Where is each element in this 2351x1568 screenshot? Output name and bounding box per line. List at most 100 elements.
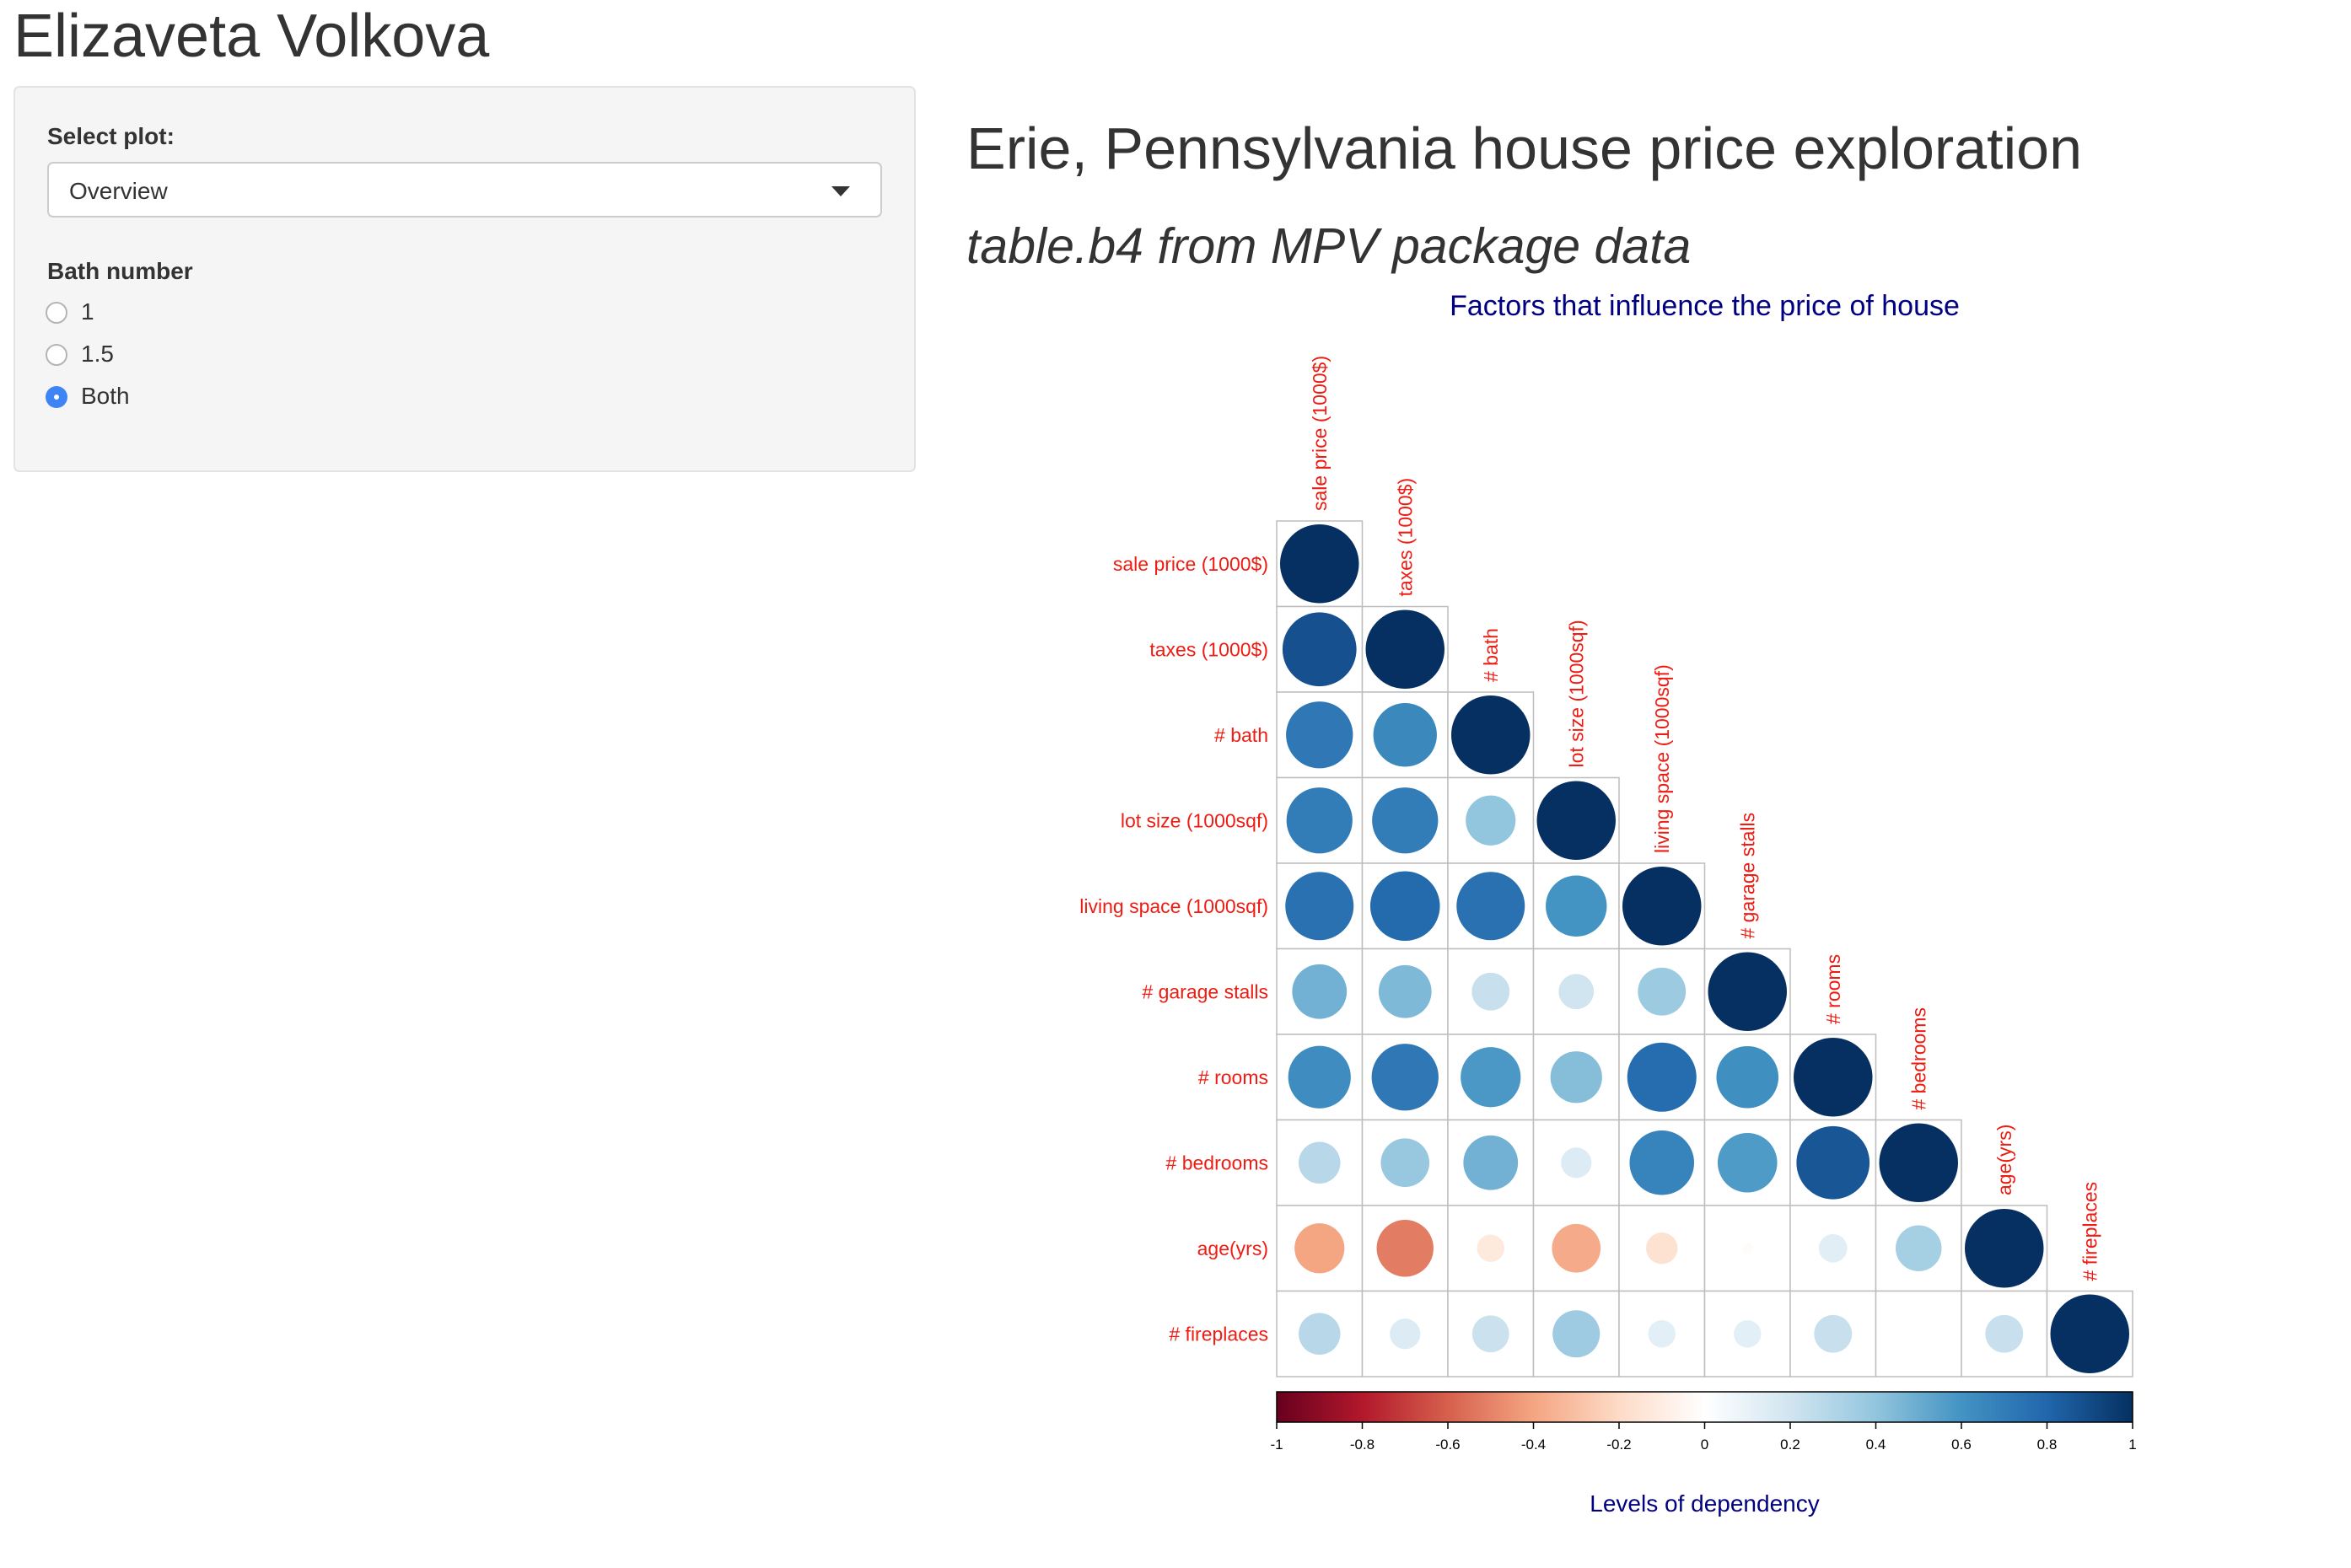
radio-label: Both xyxy=(81,383,130,409)
correlation-circle xyxy=(1471,972,1510,1011)
colorbar-tick-label: -0.8 xyxy=(1350,1436,1375,1453)
colorbar-tick-label: 0.8 xyxy=(2037,1436,2058,1453)
correlation-circle xyxy=(1814,1314,1853,1353)
chevron-down-icon xyxy=(831,186,850,196)
colorbar-tick-label: -1 xyxy=(1270,1436,1283,1453)
correlation-circle xyxy=(1638,967,1687,1016)
column-label: sale price (1000$) xyxy=(1309,356,1331,511)
row-label: living space (1000sqf) xyxy=(1079,895,1268,917)
colorbar-title: Levels of dependency xyxy=(1590,1490,1819,1517)
bath-number-label: Bath number xyxy=(47,258,193,284)
correlation-circle xyxy=(1648,1320,1676,1348)
correlation-circle xyxy=(1558,974,1595,1010)
row-label: # rooms xyxy=(1198,1066,1268,1088)
colorbar-tick-label: -0.2 xyxy=(1606,1436,1631,1453)
chart-title: Factors that influence the price of hous… xyxy=(1450,290,1960,322)
correlation-circle xyxy=(2050,1294,2129,1373)
column-label: taxes (1000$) xyxy=(1394,478,1416,597)
correlation-circle xyxy=(1282,612,1357,687)
column-label: # fireplaces xyxy=(2079,1182,2101,1281)
correlation-circle xyxy=(1552,1310,1601,1358)
column-label: age(yrs) xyxy=(1993,1125,2015,1195)
correlation-circle xyxy=(1627,1042,1697,1112)
plot-select[interactable]: Overview xyxy=(47,162,882,217)
matrix-cell xyxy=(1875,1290,1962,1377)
correlation-circle xyxy=(1471,1315,1509,1353)
row-label: # garage stalls xyxy=(1142,980,1268,1002)
correlation-circle xyxy=(1717,1132,1778,1193)
row-label: taxes (1000$) xyxy=(1149,638,1268,660)
correlation-circle xyxy=(1734,1320,1762,1348)
correlation-circle xyxy=(1285,872,1354,941)
plot-select-value: Overview xyxy=(69,178,168,204)
correlation-circle xyxy=(1294,1223,1345,1274)
correlation-circle xyxy=(1299,1313,1341,1355)
matrix-cell xyxy=(1618,1205,1706,1292)
correlation-circle xyxy=(1818,1233,1848,1263)
select-plot-label: Select plot: xyxy=(47,123,175,149)
correlation-circle xyxy=(1546,875,1607,937)
correlation-circle xyxy=(1622,867,1702,946)
column-label: living space (1000sqf) xyxy=(1651,664,1673,853)
radio-button-selected[interactable] xyxy=(46,386,67,408)
correlation-circle xyxy=(1796,1125,1870,1200)
correlation-circle xyxy=(1376,1220,1434,1277)
row-label: # fireplaces xyxy=(1169,1323,1268,1345)
correlation-circle xyxy=(1477,1234,1504,1262)
correlation-circle xyxy=(1371,1044,1439,1111)
correlation-circle xyxy=(1879,1123,1958,1202)
colorbar-tick-label: -0.4 xyxy=(1521,1436,1546,1453)
correlation-circle xyxy=(1466,795,1516,846)
colorbar-tick-label: 0.6 xyxy=(1951,1436,1972,1453)
colorbar-tick-label: 0 xyxy=(1701,1436,1708,1453)
correlation-circle xyxy=(1280,524,1359,604)
correlation-circle xyxy=(1380,1138,1430,1188)
correlation-circle xyxy=(1373,703,1437,767)
correlation-circle xyxy=(1378,964,1432,1018)
correlation-circle xyxy=(1629,1130,1695,1195)
radio-label: 1 xyxy=(81,298,94,325)
column-label: lot size (1000sqf) xyxy=(1565,620,1587,767)
column-label: # bedrooms xyxy=(1907,1007,1929,1109)
row-label: sale price (1000$) xyxy=(1113,553,1268,575)
correlation-circle xyxy=(1372,787,1439,854)
correlation-circle xyxy=(1561,1147,1592,1179)
colorbar-tick-label: -0.6 xyxy=(1435,1436,1460,1453)
correlation-circle xyxy=(1461,1047,1521,1108)
correlation-circle xyxy=(1646,1232,1678,1265)
sidebar-panel: Select plot: Overview Bath number 1 1.5 … xyxy=(13,86,916,472)
correlation-circle xyxy=(1463,1135,1519,1190)
correlation-circle xyxy=(1985,1314,2024,1353)
correlation-circle xyxy=(1552,1223,1601,1273)
correlation-circle xyxy=(1299,1141,1341,1184)
radio-button[interactable] xyxy=(46,344,67,366)
correlation-circle xyxy=(1288,1045,1351,1109)
correlation-circle xyxy=(1365,609,1444,689)
correlation-circle xyxy=(1895,1225,1942,1272)
correlation-circle xyxy=(1456,872,1525,941)
correlation-circle xyxy=(1550,1051,1602,1104)
colorbar-tick-label: 1 xyxy=(2128,1436,2136,1453)
correlation-circle xyxy=(1741,1243,1753,1254)
correlation-circle xyxy=(1286,787,1353,854)
row-label: # bath xyxy=(1214,724,1268,746)
correlation-circle xyxy=(1451,695,1531,775)
radio-button[interactable] xyxy=(46,302,67,324)
row-label: lot size (1000sqf) xyxy=(1121,809,1268,831)
page-subtitle: table.b4 from MPV package data xyxy=(966,218,1692,274)
correlation-circle xyxy=(1536,781,1616,860)
correlation-circle xyxy=(1794,1038,1873,1117)
correlation-circle xyxy=(1708,952,1787,1031)
column-label: # bath xyxy=(1480,628,1502,682)
colorbar-tick-label: 0.2 xyxy=(1780,1436,1800,1453)
colorbar xyxy=(1276,1391,2133,1423)
radio-label: 1.5 xyxy=(81,341,114,367)
column-label: # garage stalls xyxy=(1736,813,1758,939)
column-label: # rooms xyxy=(1822,954,1844,1024)
correlation-circle xyxy=(1369,871,1440,942)
colorbar-tick-label: 0.4 xyxy=(1866,1436,1886,1453)
correlation-circle xyxy=(1965,1209,2044,1288)
correlation-circle xyxy=(1716,1045,1779,1109)
correlation-circle xyxy=(1286,701,1353,769)
